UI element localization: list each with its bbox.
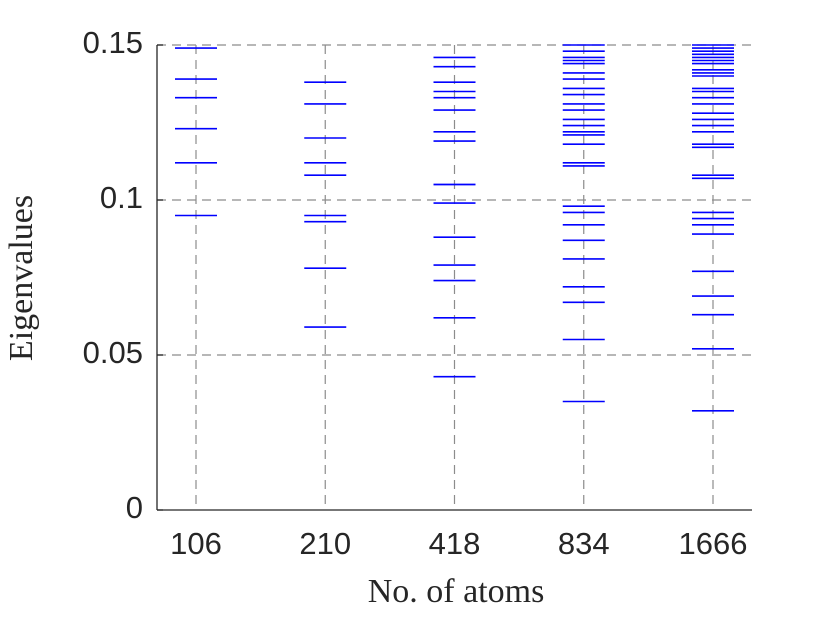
y-tick-label: 0 [126,490,143,525]
y-tick-label: 0.05 [83,335,143,370]
x-tick-label: 418 [429,526,481,561]
x-tick-label: 210 [299,526,351,561]
y-axis-label: Eigenvalues [3,195,40,361]
y-tick-label: 0.1 [100,180,143,215]
x-axis-label: No. of atoms [368,573,545,610]
y-tick-label: 0.15 [83,25,143,60]
x-tick-label: 106 [170,526,222,561]
x-tick-label: 834 [558,526,610,561]
x-tick-label: 1666 [679,526,748,561]
